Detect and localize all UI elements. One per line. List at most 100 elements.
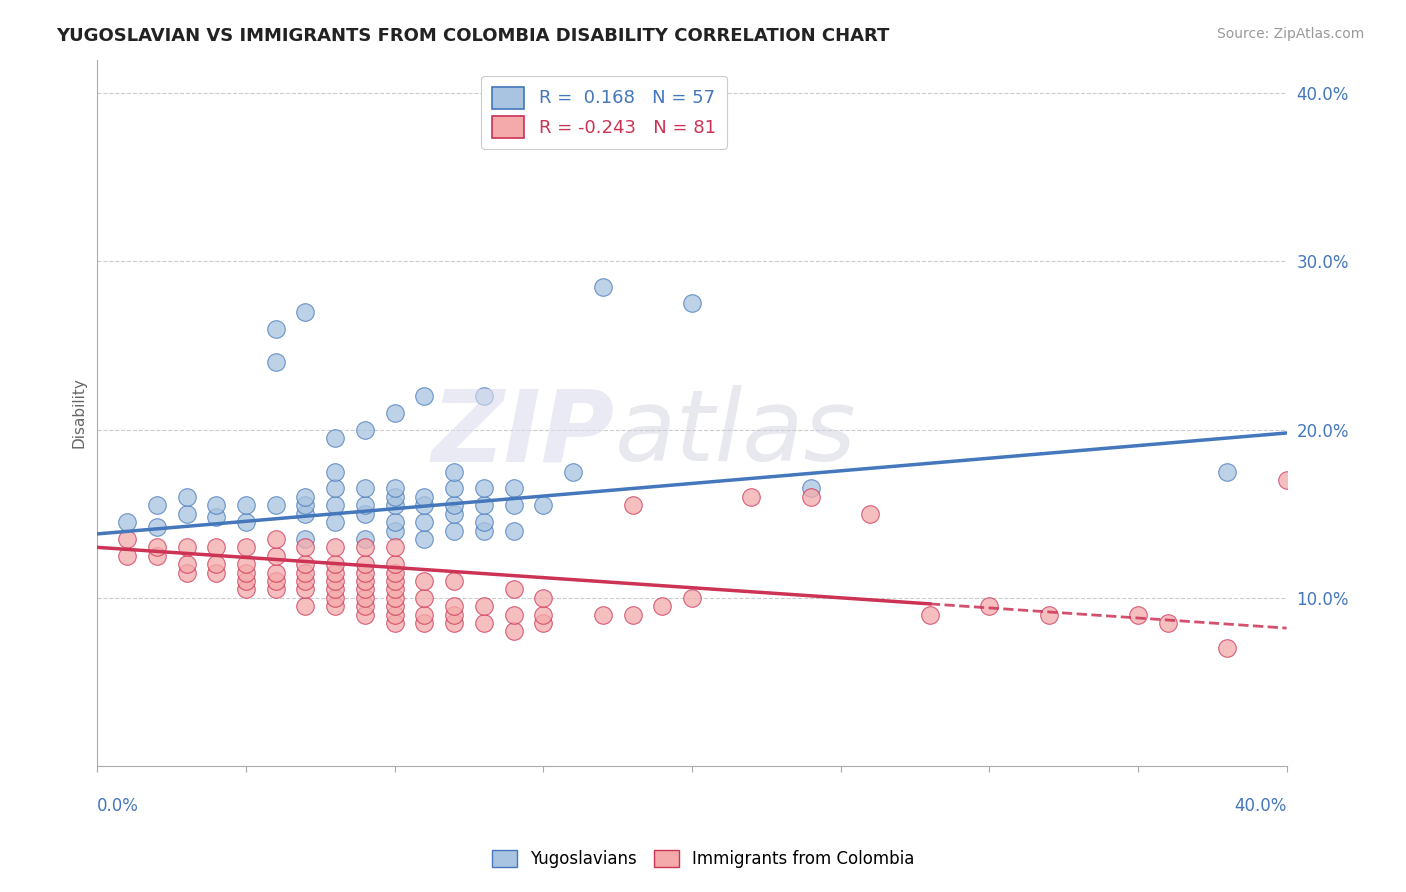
Point xyxy=(384,582,406,597)
Point xyxy=(235,557,257,571)
Text: ZIP: ZIP xyxy=(432,385,614,483)
Point xyxy=(323,557,346,571)
Point xyxy=(592,279,614,293)
Point xyxy=(472,515,495,529)
Point xyxy=(384,541,406,555)
Point xyxy=(323,541,346,555)
Point xyxy=(384,566,406,580)
Point xyxy=(384,515,406,529)
Point xyxy=(384,498,406,512)
Point xyxy=(176,566,198,580)
Point xyxy=(1275,473,1298,487)
Point xyxy=(354,423,377,437)
Legend: R =  0.168   N = 57, R = -0.243   N = 81: R = 0.168 N = 57, R = -0.243 N = 81 xyxy=(481,76,727,149)
Point xyxy=(502,582,524,597)
Point xyxy=(235,566,257,580)
Point xyxy=(443,482,465,496)
Point xyxy=(354,591,377,605)
Point xyxy=(502,524,524,538)
Point xyxy=(115,532,138,546)
Point xyxy=(531,591,554,605)
Point xyxy=(323,465,346,479)
Point xyxy=(205,541,228,555)
Point xyxy=(176,557,198,571)
Point xyxy=(294,541,316,555)
Point xyxy=(384,615,406,630)
Point xyxy=(294,490,316,504)
Point xyxy=(264,532,287,546)
Point xyxy=(384,557,406,571)
Point xyxy=(800,490,823,504)
Point xyxy=(1216,465,1239,479)
Point xyxy=(443,599,465,614)
Point xyxy=(531,607,554,622)
Point xyxy=(294,582,316,597)
Point xyxy=(443,615,465,630)
Point xyxy=(531,498,554,512)
Point xyxy=(294,557,316,571)
Point xyxy=(235,515,257,529)
Point xyxy=(294,507,316,521)
Point xyxy=(681,591,703,605)
Legend: Yugoslavians, Immigrants from Colombia: Yugoslavians, Immigrants from Colombia xyxy=(485,843,921,875)
Point xyxy=(354,574,377,588)
Point xyxy=(235,498,257,512)
Point xyxy=(384,482,406,496)
Point xyxy=(413,498,436,512)
Point xyxy=(323,582,346,597)
Point xyxy=(472,498,495,512)
Text: 40.0%: 40.0% xyxy=(1234,797,1286,814)
Point xyxy=(176,490,198,504)
Point xyxy=(1038,607,1060,622)
Point xyxy=(323,431,346,445)
Point xyxy=(294,305,316,319)
Point xyxy=(235,574,257,588)
Point xyxy=(146,541,169,555)
Point xyxy=(384,599,406,614)
Point xyxy=(294,532,316,546)
Point xyxy=(1216,641,1239,656)
Point xyxy=(918,607,941,622)
Point xyxy=(1126,607,1149,622)
Point xyxy=(235,582,257,597)
Point xyxy=(354,507,377,521)
Point xyxy=(859,507,882,521)
Point xyxy=(502,482,524,496)
Point xyxy=(740,490,762,504)
Point xyxy=(531,615,554,630)
Point xyxy=(384,574,406,588)
Point xyxy=(264,498,287,512)
Point xyxy=(205,557,228,571)
Point xyxy=(264,582,287,597)
Point xyxy=(323,591,346,605)
Point xyxy=(115,515,138,529)
Point xyxy=(502,498,524,512)
Point xyxy=(443,574,465,588)
Point xyxy=(413,591,436,605)
Point xyxy=(323,566,346,580)
Point xyxy=(176,541,198,555)
Point xyxy=(979,599,1001,614)
Point xyxy=(621,607,644,622)
Point xyxy=(472,615,495,630)
Point xyxy=(354,582,377,597)
Point xyxy=(354,541,377,555)
Point xyxy=(472,524,495,538)
Point xyxy=(235,541,257,555)
Point xyxy=(443,524,465,538)
Point xyxy=(264,322,287,336)
Point xyxy=(413,615,436,630)
Point xyxy=(443,465,465,479)
Point xyxy=(323,574,346,588)
Point xyxy=(384,591,406,605)
Point xyxy=(176,507,198,521)
Point xyxy=(413,389,436,403)
Point xyxy=(413,515,436,529)
Point xyxy=(264,566,287,580)
Point xyxy=(413,607,436,622)
Point xyxy=(205,566,228,580)
Point xyxy=(681,296,703,310)
Point xyxy=(413,532,436,546)
Point xyxy=(413,574,436,588)
Point xyxy=(384,524,406,538)
